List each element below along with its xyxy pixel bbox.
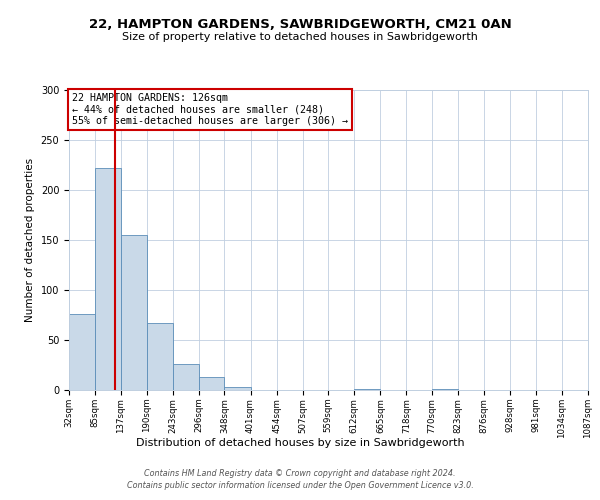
Text: Contains HM Land Registry data © Crown copyright and database right 2024.: Contains HM Land Registry data © Crown c… [144,470,456,478]
Bar [199,377,224,390]
Text: Size of property relative to detached houses in Sawbridgeworth: Size of property relative to detached ho… [122,32,478,42]
Bar [121,235,147,390]
Bar [432,389,458,390]
Text: 22, HAMPTON GARDENS, SAWBRIDGEWORTH, CM21 0AN: 22, HAMPTON GARDENS, SAWBRIDGEWORTH, CM2… [89,18,511,30]
Bar [173,364,199,390]
Bar [95,168,121,390]
Bar [147,323,173,390]
Bar [588,389,600,390]
Text: Distribution of detached houses by size in Sawbridgeworth: Distribution of detached houses by size … [136,438,464,448]
Text: 22 HAMPTON GARDENS: 126sqm
← 44% of detached houses are smaller (248)
55% of sem: 22 HAMPTON GARDENS: 126sqm ← 44% of deta… [71,93,347,126]
Text: Contains public sector information licensed under the Open Government Licence v3: Contains public sector information licen… [127,482,473,490]
Bar [355,389,380,390]
Bar [224,387,251,390]
Bar [69,314,95,390]
Y-axis label: Number of detached properties: Number of detached properties [25,158,35,322]
